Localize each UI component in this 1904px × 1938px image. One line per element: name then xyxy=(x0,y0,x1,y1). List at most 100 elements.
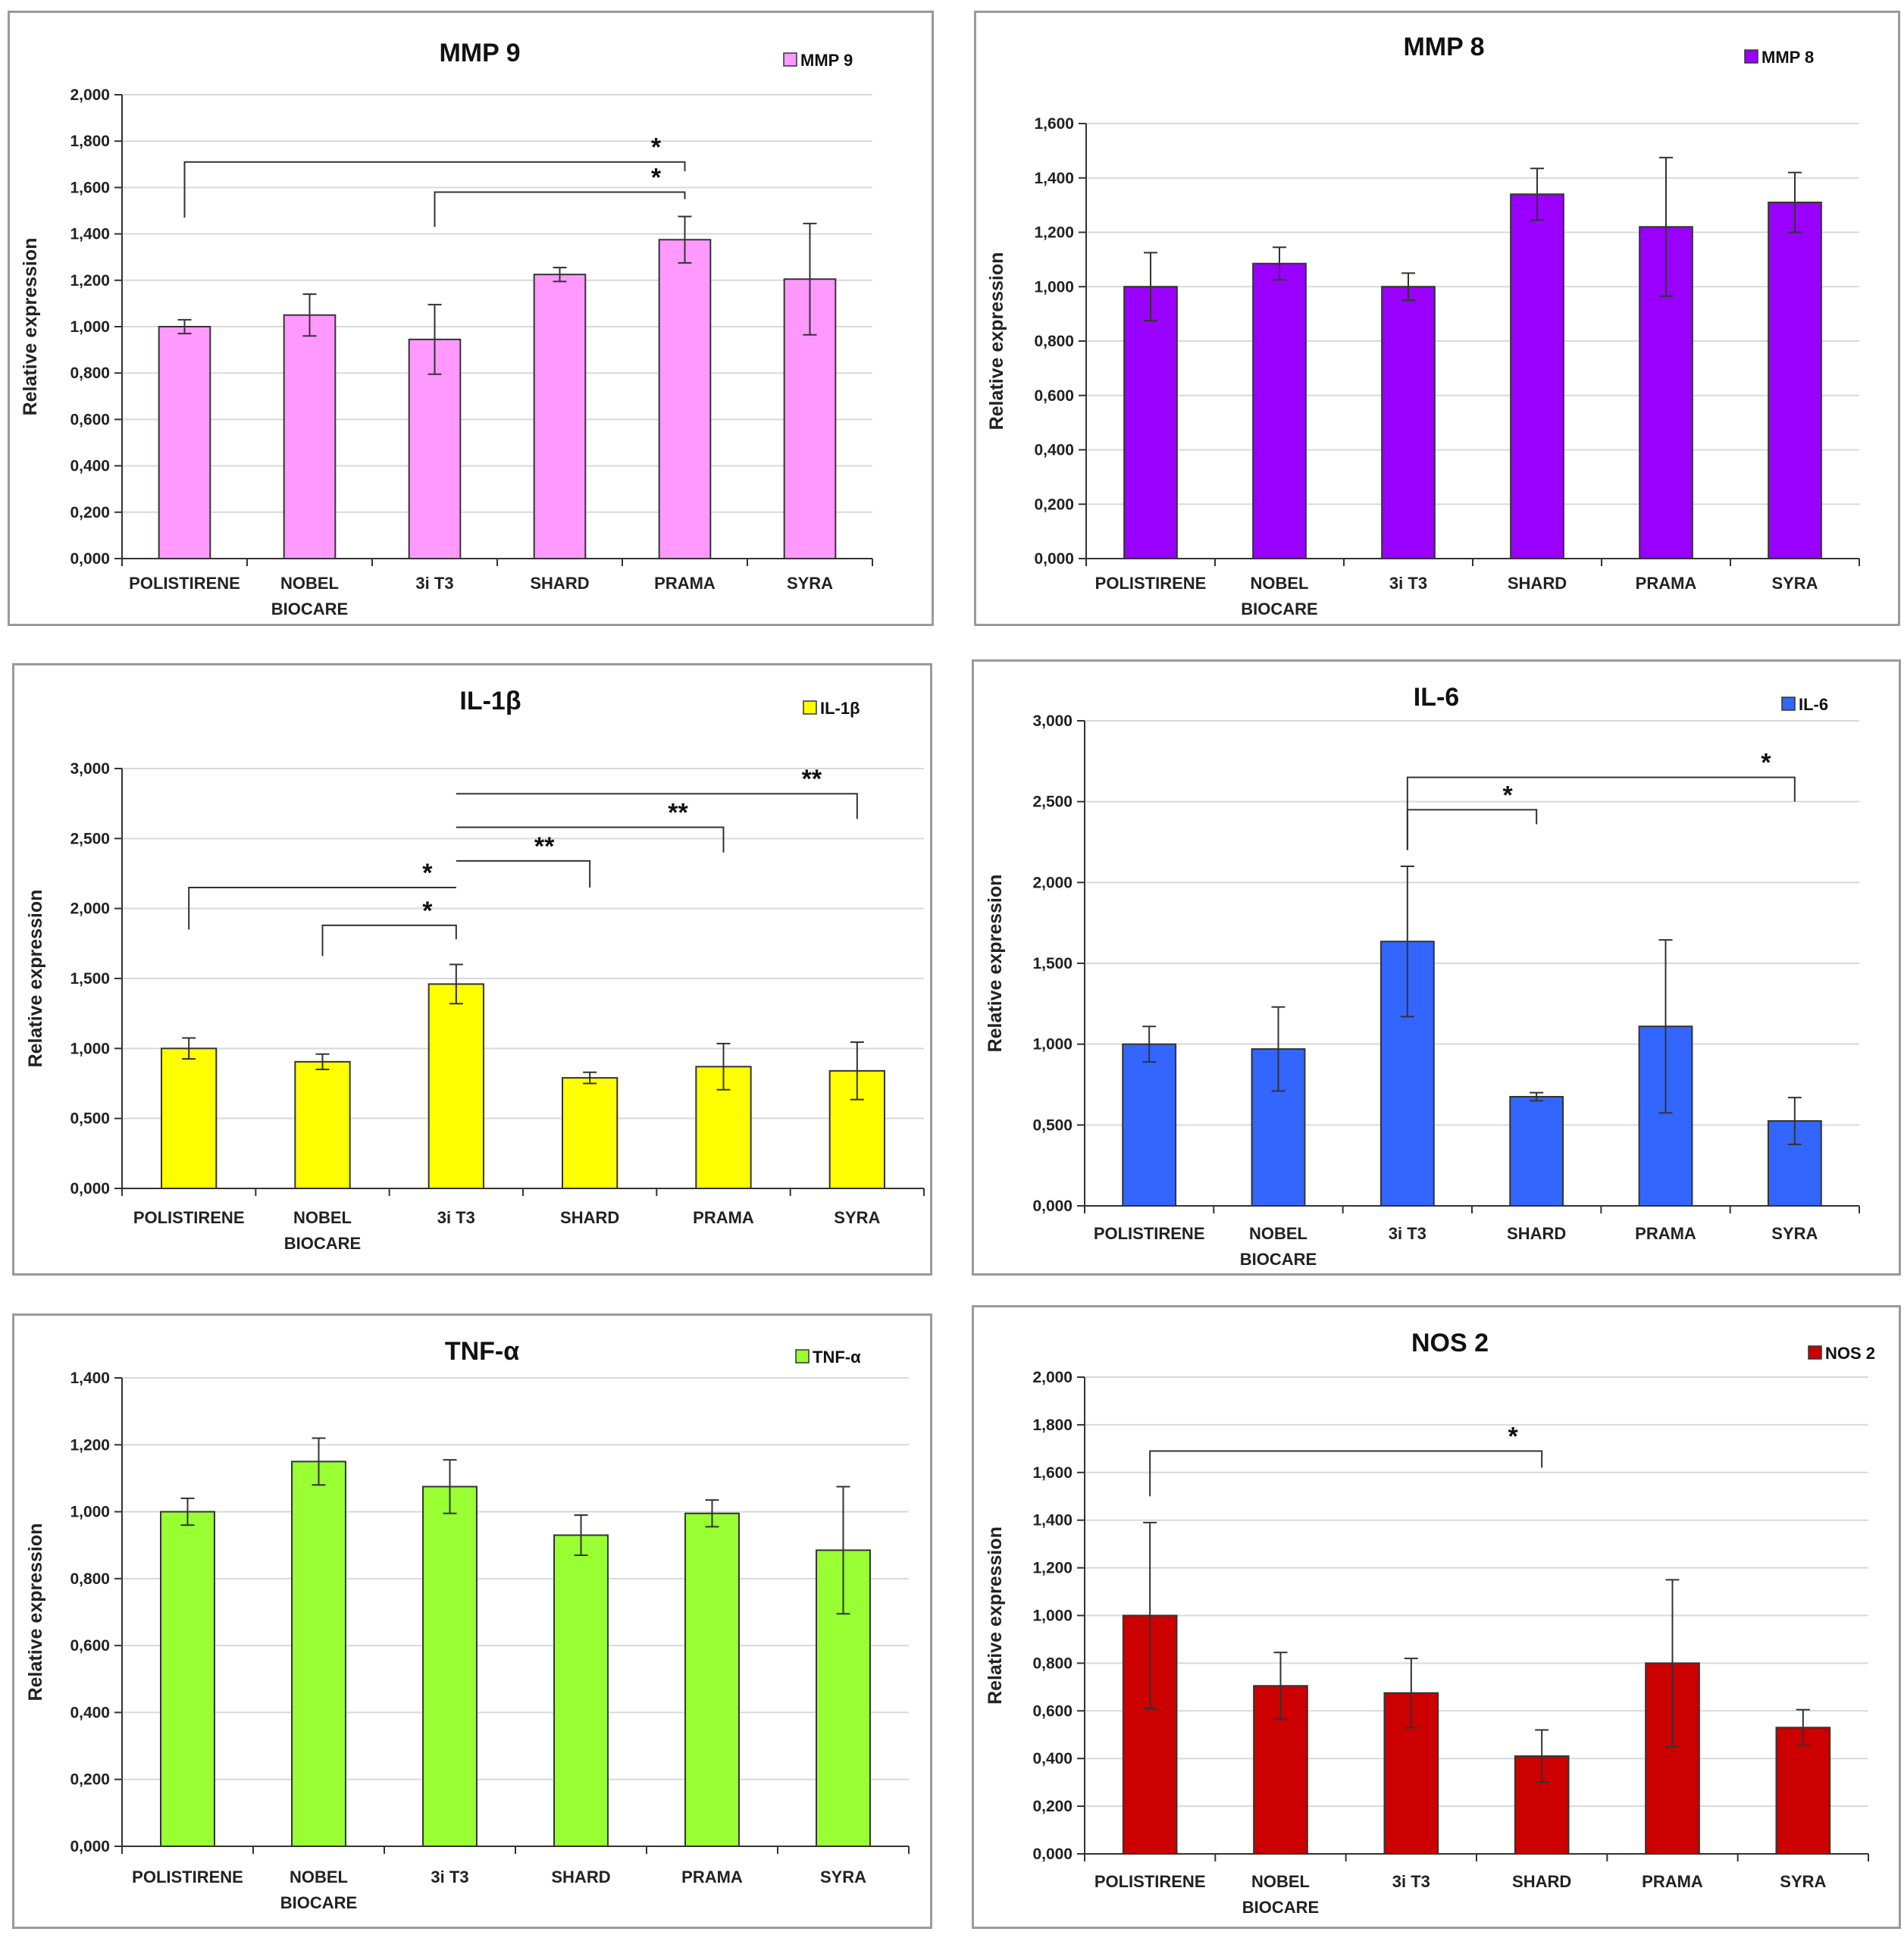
bar xyxy=(1509,1096,1564,1207)
y-tick-label: 0,000 xyxy=(1032,1198,1073,1215)
category-label: NOBEL BIOCARE xyxy=(1242,1872,1319,1917)
bar xyxy=(1383,1692,1439,1855)
y-tick-label: 0,200 xyxy=(70,1771,110,1789)
category-label: SYRA xyxy=(1780,1872,1826,1891)
legend-label: TNF-α xyxy=(813,1348,861,1367)
bar xyxy=(1381,286,1436,559)
category-label: SHARD xyxy=(1512,1872,1571,1891)
y-tick-label: 0,000 xyxy=(70,550,110,568)
y-axis-label: Relative expression xyxy=(985,875,1006,1053)
y-tick-label: 2,000 xyxy=(70,900,110,918)
y-tick-label: 0,800 xyxy=(1032,1655,1073,1672)
category-label: POLISTIRENE xyxy=(1095,574,1207,593)
chart-panel-nos2: 0,000 0,200 0,400 0,600 0,800 1,000 1,200 1,400… xyxy=(972,1305,1901,1929)
bar xyxy=(422,1486,478,1847)
legend-label: NOS 2 xyxy=(1825,1344,1875,1363)
chart-title: TNF-α xyxy=(445,1337,519,1366)
significance-bracket xyxy=(183,161,686,218)
category-label: 3i T3 xyxy=(437,1208,475,1227)
y-tick-label: 0,600 xyxy=(70,1637,110,1655)
y-tick-label: 0,000 xyxy=(1032,1846,1073,1863)
y-tick-label: 0,000 xyxy=(1034,550,1074,568)
y-axis-label: Relative expression xyxy=(985,1526,1006,1705)
bar xyxy=(158,326,211,559)
y-tick-label: 1,200 xyxy=(70,272,110,290)
chart-panel-tnfa: 0,000 0,200 0,400 0,600 0,800 1,000 1,200 1,400… xyxy=(12,1313,932,1929)
legend-swatch xyxy=(803,700,817,715)
bar xyxy=(161,1047,218,1190)
y-tick-label: 1,400 xyxy=(70,1370,110,1387)
bar xyxy=(562,1077,618,1190)
y-tick-label: 0,500 xyxy=(70,1110,110,1128)
significance-label: ** xyxy=(534,832,555,861)
y-tick-label: 1,200 xyxy=(70,1436,110,1454)
bar xyxy=(291,1461,346,1847)
bar xyxy=(1510,193,1564,559)
category-label: PRAMA xyxy=(693,1208,754,1227)
significance-bracket xyxy=(434,191,686,227)
category-label: SYRA xyxy=(1771,574,1818,593)
category-label: SYRA xyxy=(834,1208,880,1227)
category-label: 3i T3 xyxy=(1389,1224,1426,1243)
y-tick-label: 1,000 xyxy=(1032,1608,1073,1625)
category-label: NOBEL BIOCARE xyxy=(284,1208,361,1253)
legend-swatch xyxy=(1744,49,1758,64)
y-tick-label: 0,600 xyxy=(1034,387,1074,405)
category-label: SYRA xyxy=(787,574,833,593)
category-label: NOBEL BIOCARE xyxy=(1240,1224,1317,1269)
significance-bracket xyxy=(188,886,456,930)
category-label: PRAMA xyxy=(1642,1872,1703,1891)
significance-label: * xyxy=(1761,749,1771,778)
y-tick-label: 1,400 xyxy=(70,226,110,243)
category-label: SHARD xyxy=(560,1208,619,1227)
bar xyxy=(1775,1727,1831,1855)
y-tick-label: 1,400 xyxy=(1034,170,1074,187)
category-label: NOBEL BIOCARE xyxy=(271,574,348,618)
bar xyxy=(1252,262,1307,559)
y-tick-label: 1,000 xyxy=(1032,1036,1073,1054)
y-tick-label: 0,800 xyxy=(70,365,110,382)
category-label: PRAMA xyxy=(1636,574,1697,593)
bar xyxy=(408,338,462,559)
legend-label: MMP 8 xyxy=(1762,48,1814,67)
y-tick-label: 1,400 xyxy=(1032,1512,1073,1529)
chart-panel-mmp9: 0,000 0,200 0,400 0,600 0,800 1,000 1,200 1,400… xyxy=(8,11,934,626)
legend-swatch xyxy=(1781,697,1796,711)
category-label: PRAMA xyxy=(681,1868,743,1886)
category-label: POLISTIRENE xyxy=(133,1208,245,1227)
y-tick-label: 1,600 xyxy=(1032,1464,1073,1482)
category-label: SYRA xyxy=(820,1868,866,1886)
category-label: NOBEL BIOCARE xyxy=(280,1868,357,1912)
bar xyxy=(1768,202,1822,559)
y-tick-label: 0,200 xyxy=(70,504,110,521)
y-tick-label: 1,600 xyxy=(70,179,110,196)
bar xyxy=(294,1060,351,1189)
category-label: PRAMA xyxy=(1635,1224,1696,1243)
y-tick-label: 0,800 xyxy=(70,1570,110,1588)
bar xyxy=(1123,286,1178,559)
y-tick-label: 0,400 xyxy=(1032,1750,1073,1767)
category-label: POLISTIRENE xyxy=(1094,1224,1205,1243)
y-axis-label: Relative expression xyxy=(25,890,46,1068)
bar xyxy=(160,1511,215,1847)
legend-swatch xyxy=(783,52,797,67)
chart-panel-il1b: 0,000 0,500 1,000 1,500 2,000 2,500 3,000 POLIS… xyxy=(12,663,932,1276)
significance-bracket xyxy=(1406,809,1538,850)
significance-bracket xyxy=(1149,1450,1543,1497)
legend-label: IL-1β xyxy=(820,699,860,718)
y-axis-label: Relative expression xyxy=(986,252,1007,430)
bar xyxy=(533,274,587,559)
y-tick-label: 0,200 xyxy=(1032,1798,1073,1815)
y-tick-label: 0,600 xyxy=(1032,1702,1073,1720)
chart-title: IL-6 xyxy=(1414,683,1459,712)
chart-panel-il6: 0,000 0,500 1,000 1,500 2,000 2,500 3,000 POLIS… xyxy=(972,659,1901,1276)
legend-swatch xyxy=(1808,1345,1822,1360)
significance-label: * xyxy=(1503,781,1514,809)
chart-svg: 0,000 0,200 0,400 0,600 0,800 1,000 1,200 1,400… xyxy=(985,1329,1875,1917)
legend-label: IL-6 xyxy=(1799,695,1828,714)
chart-panel-mmp8: 0,000 0,200 0,400 0,600 0,800 1,000 1,200 1,400… xyxy=(974,11,1900,626)
y-tick-label: 0,000 xyxy=(70,1838,110,1855)
y-tick-label: 2,000 xyxy=(1032,1369,1073,1386)
significance-bracket xyxy=(456,859,591,888)
bar xyxy=(283,314,337,559)
